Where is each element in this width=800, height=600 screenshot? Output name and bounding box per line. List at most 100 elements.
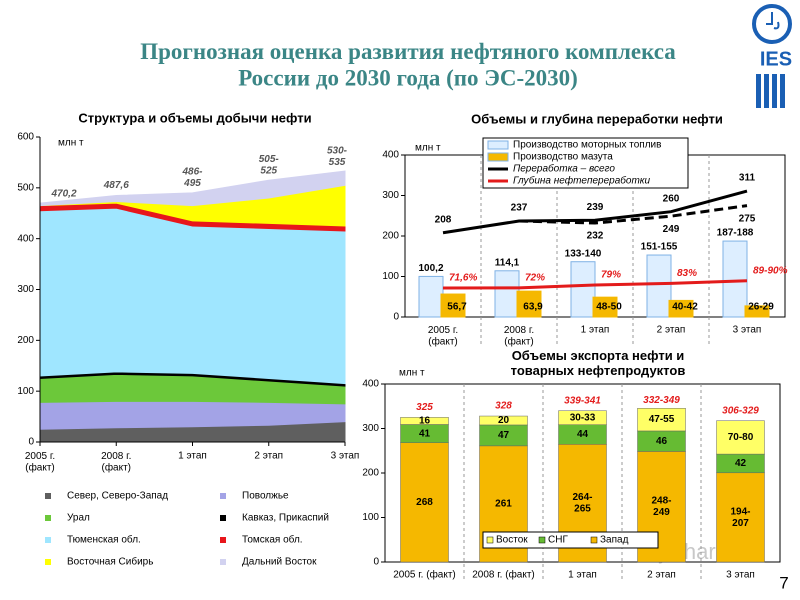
logo-text: IES [760,48,792,70]
value-label: 249 [663,224,680,235]
legend-swatch [590,536,598,544]
chart-title: Структура и объемы добычи нефти [78,110,311,125]
legend-label: Глубина нефтепереработки [513,175,651,187]
y-tick-label: 300 [17,284,34,295]
bar-segment [479,415,528,426]
total-label: 530-535 [327,145,348,168]
x-tick-label: 2005 г. (факт) [428,325,458,348]
bar-segment [637,408,686,432]
bar [440,293,466,318]
x-tick-label: 3 этап [733,325,762,336]
value-label: 70-80 [728,432,754,443]
value-label: 16 [419,416,431,427]
bar-segment [716,420,765,455]
chart-title: Объемы экспорта нефти и товарных нефтепро… [511,348,686,378]
x-tick-label: 2 этап [657,325,686,336]
y-axis-label: млн т [415,143,441,154]
logo-bar [772,74,777,108]
line [442,279,748,290]
legend-label: Производство мазута [513,152,613,163]
value-label: 30-33 [570,412,596,423]
bar [744,305,770,318]
y-axis-label: млн т [58,138,84,149]
y-tick-label: 100 [17,386,34,397]
value-label: 114,1 [495,257,520,268]
value-label: 239 [587,202,604,213]
legend-swatch [220,559,226,565]
bar [516,290,542,318]
legend-label: Запад [600,535,629,546]
bar-segment [558,410,607,425]
value-label: 42 [735,458,747,469]
legend-label: Тюменская обл. [67,534,141,546]
logo: IES [752,4,792,108]
legend-label: Кавказ, Прикаспий [242,513,329,524]
value-label: 71,6% [449,273,477,284]
total-label: 470,2 [50,189,76,200]
legend-swatch [220,493,226,499]
logo-bar [780,74,785,108]
y-tick-label: 200 [17,335,34,346]
y-tick-label: 400 [17,233,34,244]
x-tick-label: 3 этап [726,570,755,581]
logo-bar [756,74,761,108]
value-label: 79% [601,270,621,281]
x-tick-label: 1 этап [178,451,207,462]
legend-label: Восток [496,535,528,546]
value-label: 151-155 [641,242,678,253]
bar-segment [400,417,449,425]
y-tick-label: 200 [362,468,379,479]
bar [570,261,596,318]
legend-swatch [538,536,546,544]
y-tick-label: 0 [28,437,34,448]
value-label: 26-29 [748,302,774,313]
value-label: 232 [587,231,604,242]
bar-segment [716,472,765,563]
legend-swatch [45,537,51,543]
chart-title: Объемы и глубина переработки нефти [471,111,723,126]
legend-label: Переработка – всего [513,163,615,175]
line [442,189,748,235]
legend-swatch [45,493,51,499]
bar [592,296,618,318]
legend-label: Томская обл. [242,534,303,546]
value-label: 268 [416,497,433,508]
value-label: 237 [511,203,528,214]
legend-label: Производство моторных топлив [513,140,661,151]
bar [646,254,672,318]
bar [668,299,694,318]
legend-label: Дальний Восток [242,557,317,568]
y-tick-label: 100 [382,271,399,282]
x-tick-label: 2 этап [254,451,283,462]
value-label: 46 [656,436,668,447]
x-tick-label: 3 этап [331,451,360,462]
bar [722,240,748,318]
value-label: 47 [498,430,510,441]
legend-label: Север, Северо-Запад [67,491,168,502]
total-label: 339-341 [564,395,601,406]
page-number: 7 [779,573,788,592]
legend-swatch [487,152,509,162]
total-label: 332-349 [643,395,680,406]
legend-label: СНГ [548,535,568,546]
value-label: 40-42 [672,302,698,313]
total-label: 486-495 [181,166,203,189]
value-label: 133-140 [565,248,602,259]
slide-title: Прогнозная оценка развития нефтяного ком… [140,39,676,90]
value-label: 100,2 [418,263,443,274]
value-label: 44 [577,429,589,440]
value-label: 208 [435,214,452,225]
value-label: 311 [739,173,756,184]
x-tick-label: 2008 г. (факт) [472,569,535,581]
x-tick-label: 2 этап [647,570,676,581]
legend-label: Восточная Сибирь [67,556,153,568]
y-tick-label: 300 [382,190,399,201]
legend-swatch [220,515,226,521]
value-label: 194-207 [730,506,750,529]
x-tick-label: 2008 г. (факт) [101,451,131,474]
area [39,170,346,207]
total-label: 328 [495,401,512,412]
total-label: 487,6 [103,180,129,191]
value-label: 275 [739,213,756,224]
